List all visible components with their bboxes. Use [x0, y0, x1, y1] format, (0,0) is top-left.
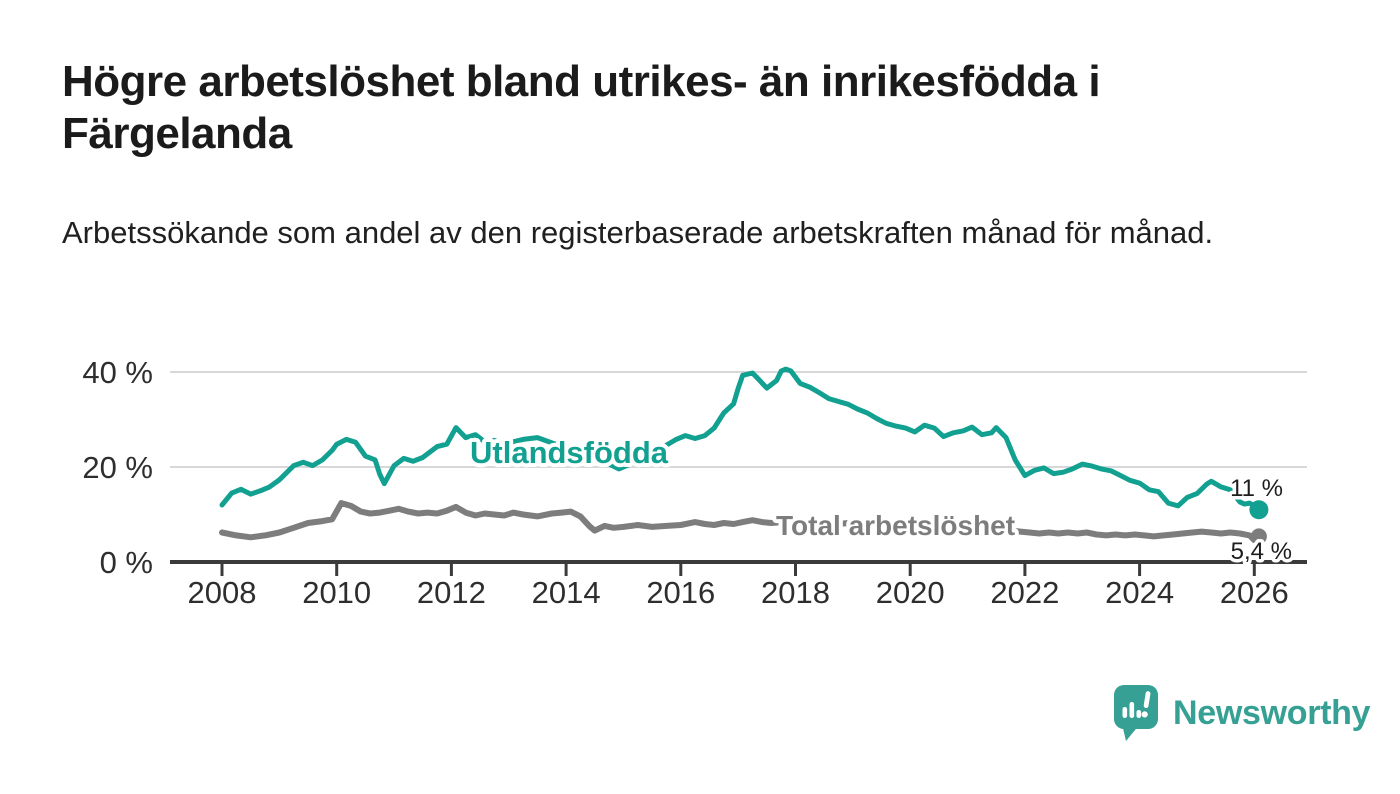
- newsworthy-logo: Newsworthy: [1113, 684, 1371, 742]
- end-value-label-total-arbetsloshet: 5,4 %: [1231, 538, 1292, 565]
- series-label-utlandsfodda: Utlandsfödda: [470, 435, 669, 470]
- x-tick-label: 2008: [188, 575, 257, 610]
- series-endpoint-dot-total-arbetsloshet: [1250, 528, 1267, 545]
- end-value-label-utlandsfodda: 11 %: [1230, 475, 1283, 502]
- y-tick-label: 40 %: [82, 355, 153, 390]
- series-lines: [219, 366, 1262, 544]
- y-tick-label: 0 %: [100, 545, 153, 580]
- x-axis-ticks: 2008 2010 2012 2014 2016 2018 2020 2022 2024 2026: [188, 562, 1289, 610]
- y-tick-label: 20 %: [82, 450, 153, 485]
- y-axis-labels: 0 % 20 % 40 %: [82, 355, 153, 580]
- series-endpoint-dots: [1249, 500, 1269, 545]
- newsworthy-wordmark: Newsworthy: [1173, 693, 1371, 732]
- x-tick-label: 2024: [1105, 575, 1174, 610]
- series-label-total-arbetsloshet: Total arbetslöshet: [776, 510, 1015, 541]
- newsworthy-chart-bubble-icon: [1114, 685, 1158, 741]
- x-tick-label: 2016: [646, 575, 715, 610]
- x-tick-label: 2020: [876, 575, 945, 610]
- x-tick-label: 2026: [1220, 575, 1289, 610]
- chart-subtitle: Arbetssökande som andel av den registerb…: [62, 215, 1214, 250]
- series-endpoint-dot-utlandsfodda: [1249, 500, 1269, 520]
- x-tick-label: 2018: [761, 575, 830, 610]
- x-tick-label: 2012: [417, 575, 486, 610]
- series-line-total-arbetsloshet: [219, 500, 1262, 544]
- series-line-utlandsfodda: [219, 366, 1262, 513]
- x-tick-label: 2022: [990, 575, 1059, 610]
- x-tick-label: 2014: [532, 575, 601, 610]
- x-tick-label: 2010: [302, 575, 371, 610]
- gridlines: [170, 371, 1307, 468]
- chart-title: Högre arbetslöshet bland utrikes- än inr…: [62, 57, 1101, 158]
